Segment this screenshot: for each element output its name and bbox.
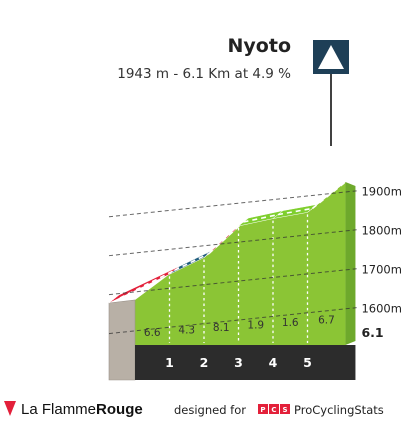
segment-centerline-1	[119, 269, 175, 299]
pcs-square-s	[280, 404, 290, 414]
category-badge: 2	[313, 40, 349, 146]
distance-total-label: 6.1	[361, 325, 383, 340]
ytick-label-1700: 1700m	[361, 263, 401, 277]
procyclingstats-text: ProCyclingStats	[294, 403, 384, 417]
gradient-label-2: 4.3	[178, 325, 195, 337]
segment-centerline-4	[243, 213, 279, 223]
gradient-label-4: 1.9	[247, 320, 264, 332]
pcs-letter-c: C	[271, 406, 276, 414]
category-triangle-icon	[318, 45, 344, 69]
ytick-label-1900: 1900m	[361, 185, 401, 199]
gradient-label-3: 8.1	[213, 322, 230, 334]
gradient-label-6: 6.7	[318, 315, 335, 327]
gradient-label-5: 1.6	[282, 317, 299, 329]
km-marker-2: 2	[200, 355, 209, 370]
pcs-logo-icon: P C S	[258, 404, 290, 414]
distance-strip	[135, 345, 356, 380]
chart-subtitle: 1943 m - 6.1 Km at 4.9 %	[117, 66, 291, 82]
ytick-label-1600: 1600m	[361, 302, 401, 316]
brand-regular: La Flamme	[21, 401, 96, 418]
pcs-letter-s: S	[282, 406, 287, 414]
designed-for-text: designed for	[174, 403, 246, 417]
segment-centerline-2	[174, 252, 210, 272]
pcs-square-p	[258, 404, 268, 414]
brand-bold: Rouge	[96, 401, 143, 418]
profile-labels: 1600m 1700m 1800m 1900m 6.6 4.3 8.1 1.9 1.6 6.7 1 2…	[144, 185, 402, 370]
la-flamme-rouge-logo: La FlammeRouge	[21, 401, 143, 418]
pcs-letter-p: P	[260, 406, 265, 414]
category-number: 2	[326, 55, 336, 71]
km-marker-3: 3	[234, 355, 243, 370]
chart-title: Nyoto	[228, 35, 291, 57]
profile-left-wall	[108, 299, 136, 381]
gradient-label-1: 6.6	[144, 327, 161, 339]
ytick-label-1800: 1800m	[361, 224, 401, 238]
profile-layer	[108, 173, 356, 381]
profile-right-edge	[345, 182, 356, 345]
km-marker-4: 4	[269, 355, 278, 370]
altitude-grid	[108, 190, 358, 343]
profile-area	[135, 182, 346, 345]
segment-centerline-5	[277, 207, 313, 216]
footer: La FlammeRouge designed for P C S ProCyc…	[4, 401, 384, 418]
km-marker-1: 1	[165, 355, 174, 370]
segment-centerline-3	[208, 221, 245, 255]
km-marker-5: 5	[303, 355, 312, 370]
la-flamme-rouge-flag-icon	[4, 401, 16, 416]
pcs-square-c	[269, 404, 279, 414]
segment-centerline-6	[312, 177, 351, 210]
